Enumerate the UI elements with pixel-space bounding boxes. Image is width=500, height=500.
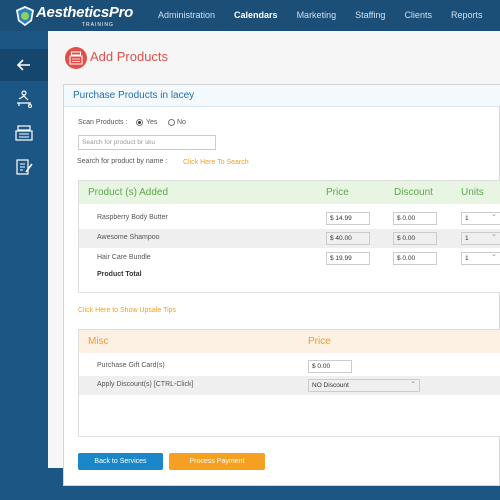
table-row: Apply Discount(s) [CTRL-Click] NO Discou… <box>79 376 500 395</box>
col-header-discount: Discount <box>394 187 433 198</box>
process-payment-button[interactable]: Process Payment <box>169 453 265 470</box>
misc-table: Misc Price Purchase Gift Card(s) $ 0.00 … <box>78 329 500 437</box>
back-to-services-button[interactable]: Back to Services <box>78 453 163 470</box>
nav-staffing[interactable]: Staffing <box>355 10 386 20</box>
apply-discount-label: Apply Discount(s) [CTRL-Click] <box>97 381 194 388</box>
scan-no-label: No <box>177 119 186 126</box>
sku-search-input[interactable]: Search for product br sku <box>78 135 216 150</box>
units-select[interactable]: 1 <box>461 212 500 225</box>
col-header-price: Price <box>326 187 349 198</box>
edit-document-icon[interactable] <box>14 157 34 177</box>
col-header-product: Product (s) Added <box>88 187 169 198</box>
top-navbar: AestheticsPro TRAINING Administration Ca… <box>0 0 500 31</box>
table-row: Hair Care Bundle $ 19.99 $ 0.00 1 <box>79 249 500 268</box>
discount-input[interactable]: $ 0.00 <box>393 232 437 245</box>
col-header-misc-price: Price <box>308 336 331 347</box>
register-icon[interactable] <box>14 123 34 143</box>
table-row: Purchase Gift Card(s) $ 0.00 <box>79 357 500 376</box>
products-table: Product (s) Added Price Discount Units R… <box>78 180 500 293</box>
nav-calendars[interactable]: Calendars <box>234 10 278 20</box>
scan-no-radio[interactable] <box>168 119 175 126</box>
brand-sub: TRAINING <box>82 22 114 28</box>
col-header-units: Units <box>461 187 484 198</box>
product-total-label: Product Total <box>97 271 142 278</box>
brand-name: AestheticsPro <box>36 4 133 21</box>
discount-input[interactable]: $ 0.00 <box>393 212 437 225</box>
arrow-left-icon <box>16 59 30 71</box>
scan-yes-radio[interactable] <box>136 119 143 126</box>
spa-treatment-icon[interactable] <box>14 89 34 109</box>
main-panel: Add Products Purchase Products in lacey … <box>48 31 500 486</box>
card-header: Purchase Products in lacey <box>64 85 500 107</box>
discount-input[interactable]: $ 0.00 <box>393 252 437 265</box>
price-input[interactable]: $ 14.99 <box>326 212 370 225</box>
sidebar <box>0 31 48 500</box>
nav-marketing[interactable]: Marketing <box>296 10 337 20</box>
back-nav-button[interactable] <box>0 49 48 81</box>
register-title-icon <box>65 47 87 69</box>
product-name: Raspberry Body Butter <box>97 214 168 221</box>
page-title: Add Products <box>90 49 169 64</box>
table-row: Awesome Shampoo $ 40.00 $ 0.00 1 <box>79 229 500 248</box>
logo-badge-icon <box>16 6 34 26</box>
col-header-misc: Misc <box>88 336 109 347</box>
units-select[interactable]: 1 <box>461 252 500 265</box>
upsale-tips-link[interactable]: Click Here to Show Upsale Tips <box>78 307 177 314</box>
price-input[interactable]: $ 19.99 <box>326 252 370 265</box>
product-name: Hair Care Bundle <box>97 254 151 261</box>
nav-administration[interactable]: Administration <box>158 10 216 20</box>
search-name-label: Search for product by name : <box>77 158 168 165</box>
search-by-name-link[interactable]: Click Here To Search <box>183 159 249 166</box>
scan-products-label: Scan Products : <box>78 119 128 126</box>
misc-table-header: Misc Price <box>79 330 500 353</box>
gift-card-label: Purchase Gift Card(s) <box>97 362 165 369</box>
products-table-header: Product (s) Added Price Discount Units <box>79 181 500 204</box>
nav-clients[interactable]: Clients <box>404 10 432 20</box>
app-logo[interactable]: AestheticsPro TRAINING <box>6 3 146 29</box>
card-title: Purchase Products in lacey <box>73 90 195 101</box>
main-nav: Administration Calendars Marketing Staff… <box>158 10 500 20</box>
product-name: Awesome Shampoo <box>97 234 160 241</box>
discount-select[interactable]: NO Discount <box>308 379 420 392</box>
gift-card-input[interactable]: $ 0.00 <box>308 360 352 373</box>
nav-reports[interactable]: Reports <box>450 10 483 20</box>
price-input[interactable]: $ 40.00 <box>326 232 370 245</box>
table-row: Raspberry Body Butter $ 14.99 $ 0.00 1 <box>79 209 500 228</box>
scan-yes-label: Yes <box>146 119 158 126</box>
purchase-card: Purchase Products in lacey Scan Products… <box>63 84 500 486</box>
units-select[interactable]: 1 <box>461 232 500 245</box>
